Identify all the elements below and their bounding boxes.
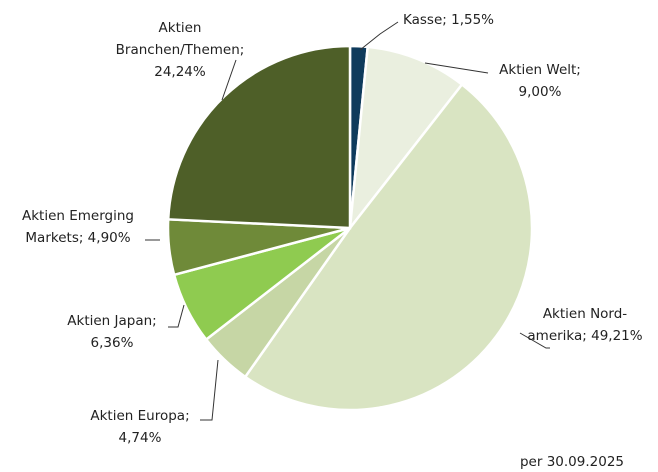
leader-line (200, 359, 219, 421)
data-label: Aktien Japan; (67, 313, 156, 329)
data-label: Aktien (159, 20, 202, 36)
data-label: 9,00% (519, 84, 562, 100)
pie-slice (243, 82, 534, 412)
footnote: per 30.09.2025 (520, 454, 624, 470)
data-label: 4,74% (119, 430, 162, 446)
data-label: Aktien Emerging (22, 208, 134, 224)
data-label: Branchen/Themen; (116, 42, 245, 58)
data-label: Aktien Welt; (499, 62, 581, 78)
leader-line (519, 332, 550, 349)
data-label: Kasse; 1,55% (403, 12, 494, 28)
data-label: 6,36% (91, 335, 134, 351)
leader-line (359, 21, 399, 51)
data-label: 24,24% (154, 64, 206, 80)
pie-slice (166, 44, 352, 230)
leader-line (168, 304, 185, 328)
leader-line (221, 59, 237, 101)
data-label: Aktien Europa; (90, 408, 189, 424)
pie-slice (348, 45, 464, 233)
data-label: Markets; 4,90% (25, 230, 130, 246)
data-label: Aktien Nord- (543, 306, 627, 322)
data-label: amerika; 49,21% (527, 328, 642, 344)
leader-line (424, 62, 489, 74)
